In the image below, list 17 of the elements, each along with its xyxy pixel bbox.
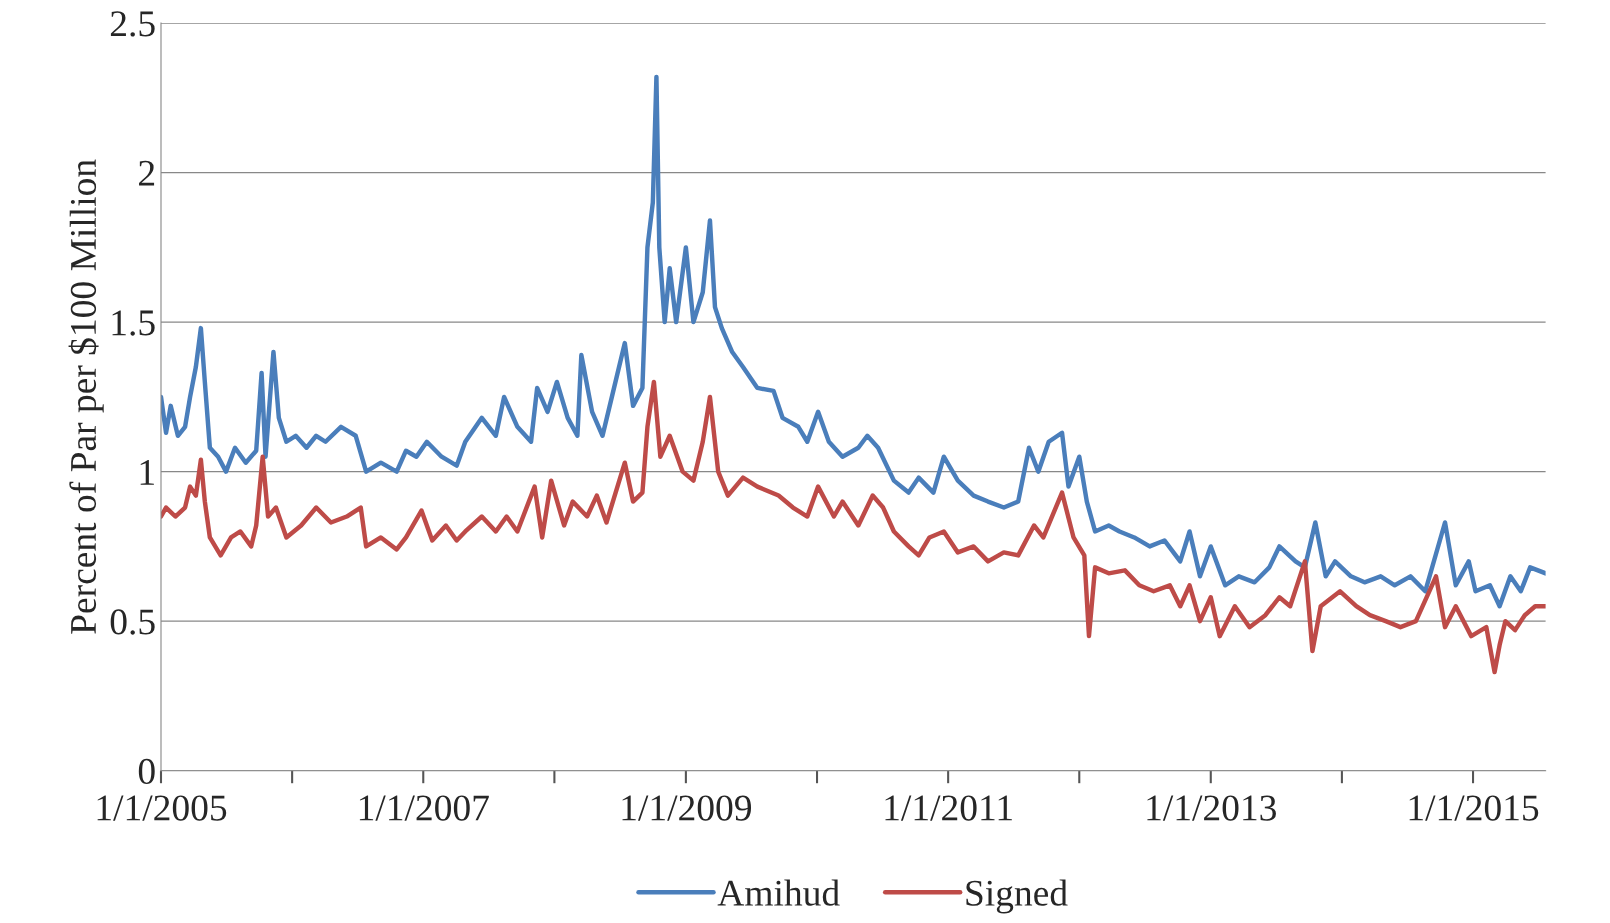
y-tick-label: 1 [140,459,154,485]
x-tick-label: 1/1/2011 [885,795,1012,821]
line-series [161,379,1546,675]
y-tick-label: 1.5 [112,310,155,336]
y-tick-label: 2.5 [110,11,155,37]
x-tick-label: 1/1/2007 [359,795,489,821]
legend-label: Amihud [717,879,840,906]
y-tick-label: 0.5 [110,609,155,635]
x-tick-label: 1/1/2009 [622,795,752,821]
y-tick-label: 2 [139,160,155,186]
legend-label: Signed [966,879,1068,914]
x-tick-label: 1/1/2015 [1409,795,1539,821]
y-tick-label: 0 [138,758,155,785]
x-tick-label: 1/1/2013 [1147,795,1276,821]
x-tick-label: 1/1/2005 [97,795,227,821]
line-series [161,74,1546,609]
y-axis-title: Percent of Par per $100 Million [68,159,104,634]
